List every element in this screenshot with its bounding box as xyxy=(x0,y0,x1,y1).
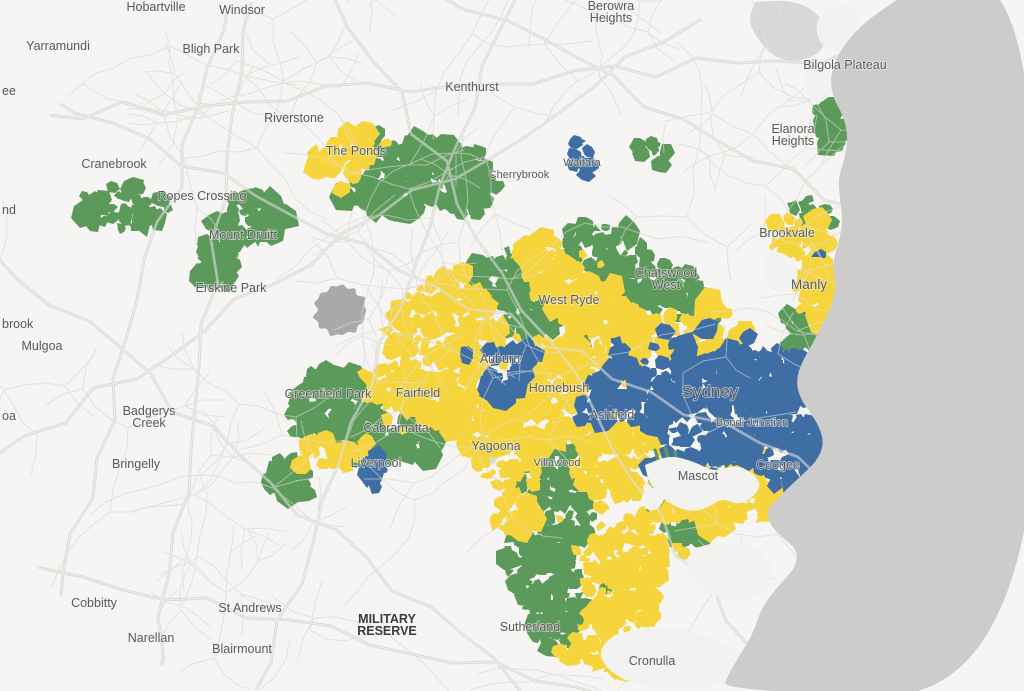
svg-text:Mascot: Mascot xyxy=(678,469,719,483)
svg-text:Cranebrook: Cranebrook xyxy=(81,157,147,171)
svg-text:Cobbitty: Cobbitty xyxy=(71,596,118,610)
svg-text:Cabramatta: Cabramatta xyxy=(363,421,428,435)
svg-text:brook: brook xyxy=(2,317,34,331)
svg-text:Hobartville: Hobartville xyxy=(126,0,185,14)
svg-text:Heights: Heights xyxy=(772,134,814,148)
svg-text:Ropes Crossing: Ropes Crossing xyxy=(158,189,247,203)
svg-text:Creek: Creek xyxy=(132,416,166,430)
svg-text:The Ponds: The Ponds xyxy=(326,144,386,158)
svg-text:Mulgoa: Mulgoa xyxy=(22,339,63,353)
svg-text:Mount Druitt: Mount Druitt xyxy=(209,228,278,242)
svg-text:Greenfield Park: Greenfield Park xyxy=(285,387,373,401)
svg-text:Bringelly: Bringelly xyxy=(112,457,161,471)
svg-text:nd: nd xyxy=(2,203,16,217)
svg-text:ee: ee xyxy=(2,84,16,98)
svg-text:Yarramundi: Yarramundi xyxy=(26,39,90,53)
svg-text:Brookvale: Brookvale xyxy=(759,226,815,240)
svg-text:Fairfield: Fairfield xyxy=(396,386,441,400)
svg-text:Ashfield: Ashfield xyxy=(590,408,635,422)
svg-text:Auburn: Auburn xyxy=(480,352,520,366)
svg-text:Riverstone: Riverstone xyxy=(264,111,324,125)
svg-text:Sutherland: Sutherland xyxy=(500,620,561,634)
svg-text:Homebush: Homebush xyxy=(529,381,589,395)
svg-text:Villawood: Villawood xyxy=(534,457,581,469)
svg-text:Manly: Manly xyxy=(791,277,827,292)
svg-text:Bondi Junction: Bondi Junction xyxy=(716,417,788,429)
svg-text:Bilgola Plateau: Bilgola Plateau xyxy=(803,58,886,72)
svg-text:Coogee: Coogee xyxy=(756,458,800,472)
svg-text:Cronulla: Cronulla xyxy=(629,654,676,668)
svg-text:Erskine Park: Erskine Park xyxy=(196,281,268,295)
svg-text:Narellan: Narellan xyxy=(128,631,175,645)
svg-text:oa: oa xyxy=(2,409,16,423)
svg-text:West: West xyxy=(652,278,681,292)
svg-text:Yagoona: Yagoona xyxy=(471,439,520,453)
svg-text:Liverpool: Liverpool xyxy=(351,456,402,470)
svg-text:Cherrybrook: Cherrybrook xyxy=(489,169,550,181)
svg-text:St Andrews: St Andrews xyxy=(218,601,281,615)
svg-text:Sydney: Sydney xyxy=(682,382,739,401)
svg-text:RESERVE: RESERVE xyxy=(357,624,417,638)
svg-text:Heights: Heights xyxy=(590,11,632,25)
svg-text:Waitara: Waitara xyxy=(563,157,601,169)
svg-text:Windsor: Windsor xyxy=(219,3,265,17)
svg-text:West Ryde: West Ryde xyxy=(539,293,600,307)
svg-text:Kenthurst: Kenthurst xyxy=(445,80,499,94)
svg-text:Blairmount: Blairmount xyxy=(212,642,272,656)
svg-text:Bligh Park: Bligh Park xyxy=(183,42,241,56)
